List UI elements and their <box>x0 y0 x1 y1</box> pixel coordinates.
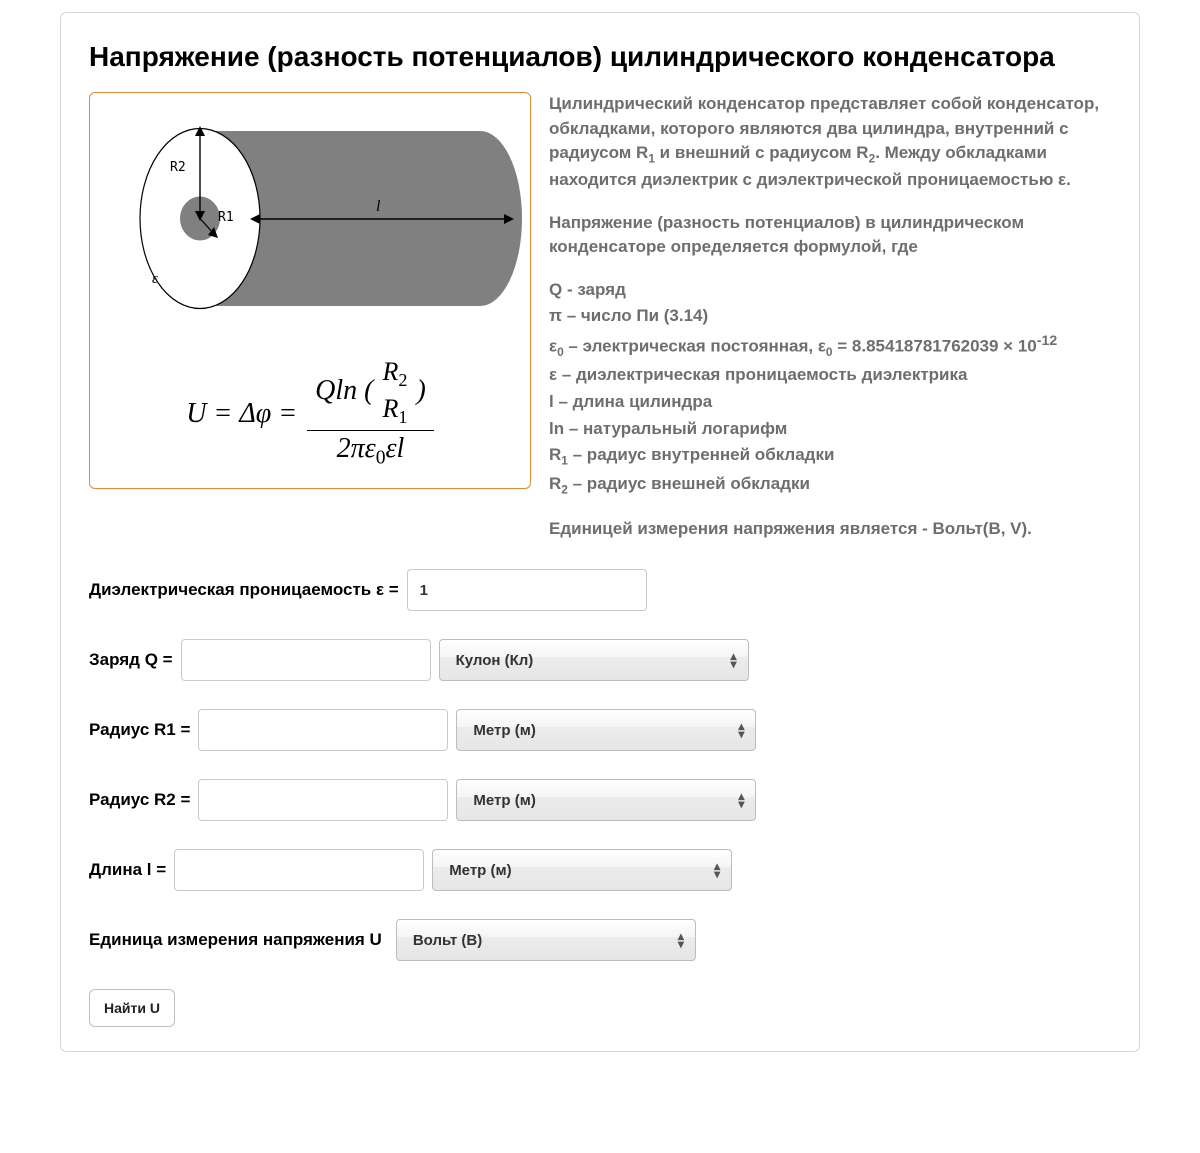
row-r2: Радиус R2 = Метр (м) ▴▾ <box>89 779 1111 821</box>
top-section: R2 R1 l ε U = Δφ = Qln ( R2 R1 ) <box>89 92 1111 559</box>
def-q: Q - заряд <box>549 278 1111 303</box>
label-r1: R1 <box>218 210 234 225</box>
formula-numerator: Qln ( R2 R1 ) <box>307 357 434 428</box>
r1-unit-value: Метр (м) <box>473 722 535 739</box>
l-label: Длина l = <box>89 860 166 880</box>
def-r1: R1 – радиус внутренней обкладки <box>549 443 1111 470</box>
row-submit: Найти U <box>89 989 1111 1027</box>
r2-unit-select[interactable]: Метр (м) ▴▾ <box>456 779 756 821</box>
definitions-list: Q - заряд π – число Пи (3.14) ε0 – элект… <box>549 278 1111 499</box>
row-eps: Диэлектрическая проницаемость ε = <box>89 569 1111 611</box>
row-l: Длина l = Метр (м) ▴▾ <box>89 849 1111 891</box>
formula-fraction: Qln ( R2 R1 ) 2πε0εl <box>307 357 434 470</box>
input-form: Диэлектрическая проницаемость ε = Заряд … <box>89 569 1111 1027</box>
q-label: Заряд Q = <box>89 650 173 670</box>
label-l: l <box>376 198 381 215</box>
eps-label: Диэлектрическая проницаемость ε = <box>89 580 399 600</box>
r1-label: Радиус R1 = <box>89 720 190 740</box>
row-r1: Радиус R1 = Метр (м) ▴▾ <box>89 709 1111 751</box>
def-ln: ln – натуральный логарифм <box>549 417 1111 442</box>
def-pi: π – число Пи (3.14) <box>549 304 1111 329</box>
def-l: l – длина цилиндра <box>549 390 1111 415</box>
chevron-updown-icon: ▴▾ <box>678 932 683 948</box>
chevron-updown-icon: ▴▾ <box>738 722 743 738</box>
def-eps: ε – диэлектрическая проницаемость диэлек… <box>549 363 1111 388</box>
row-u-unit: Единица измерения напряжения U Вольт (В)… <box>89 919 1111 961</box>
eps-input[interactable] <box>407 569 647 611</box>
diagram-panel: R2 R1 l ε U = Δφ = Qln ( R2 R1 ) <box>89 92 531 489</box>
l-input[interactable] <box>174 849 424 891</box>
chevron-updown-icon: ▴▾ <box>714 862 719 878</box>
r2-label: Радиус R2 = <box>89 790 190 810</box>
calculator-card: Напряжение (разность потенциалов) цилинд… <box>60 12 1140 1052</box>
label-eps: ε <box>152 271 158 287</box>
page-title: Напряжение (разность потенциалов) цилинд… <box>89 39 1111 74</box>
r1-input[interactable] <box>198 709 448 751</box>
u-unit-value: Вольт (В) <box>413 932 482 949</box>
q-unit-select[interactable]: Кулон (Кл) ▴▾ <box>439 639 749 681</box>
desc-p2: Напряжение (разность потенциалов) в цили… <box>549 211 1111 260</box>
q-input[interactable] <box>181 639 431 681</box>
chevron-updown-icon: ▴▾ <box>731 652 736 668</box>
r1-unit-select[interactable]: Метр (м) ▴▾ <box>456 709 756 751</box>
formula-lhs: U = Δφ = <box>186 398 297 430</box>
def-r2: R2 – радиус внешней обкладки <box>549 472 1111 499</box>
desc-p1: Цилиндрический конденсатор представляет … <box>549 92 1111 193</box>
u-unit-label: Единица измерения напряжения U <box>89 930 382 950</box>
r2-unit-value: Метр (м) <box>473 792 535 809</box>
q-unit-value: Кулон (Кл) <box>456 652 534 669</box>
l-unit-select[interactable]: Метр (м) ▴▾ <box>432 849 732 891</box>
def-eps0: ε0 – электрическая постоянная, ε0 = 8.85… <box>549 331 1111 361</box>
formula: U = Δφ = Qln ( R2 R1 ) 2πε0εl <box>90 353 530 474</box>
unit-line: Единицей измерения напряжения является -… <box>549 517 1111 542</box>
row-q: Заряд Q = Кулон (Кл) ▴▾ <box>89 639 1111 681</box>
r2-input[interactable] <box>198 779 448 821</box>
cylinder-diagram: R2 R1 l ε <box>90 93 530 353</box>
description: Цилиндрический конденсатор представляет … <box>549 92 1111 559</box>
l-unit-value: Метр (м) <box>449 862 511 879</box>
submit-button[interactable]: Найти U <box>89 989 175 1027</box>
chevron-updown-icon: ▴▾ <box>738 792 743 808</box>
formula-denominator: 2πε0εl <box>329 433 413 470</box>
label-r2: R2 <box>170 160 186 175</box>
u-unit-select[interactable]: Вольт (В) ▴▾ <box>396 919 696 961</box>
